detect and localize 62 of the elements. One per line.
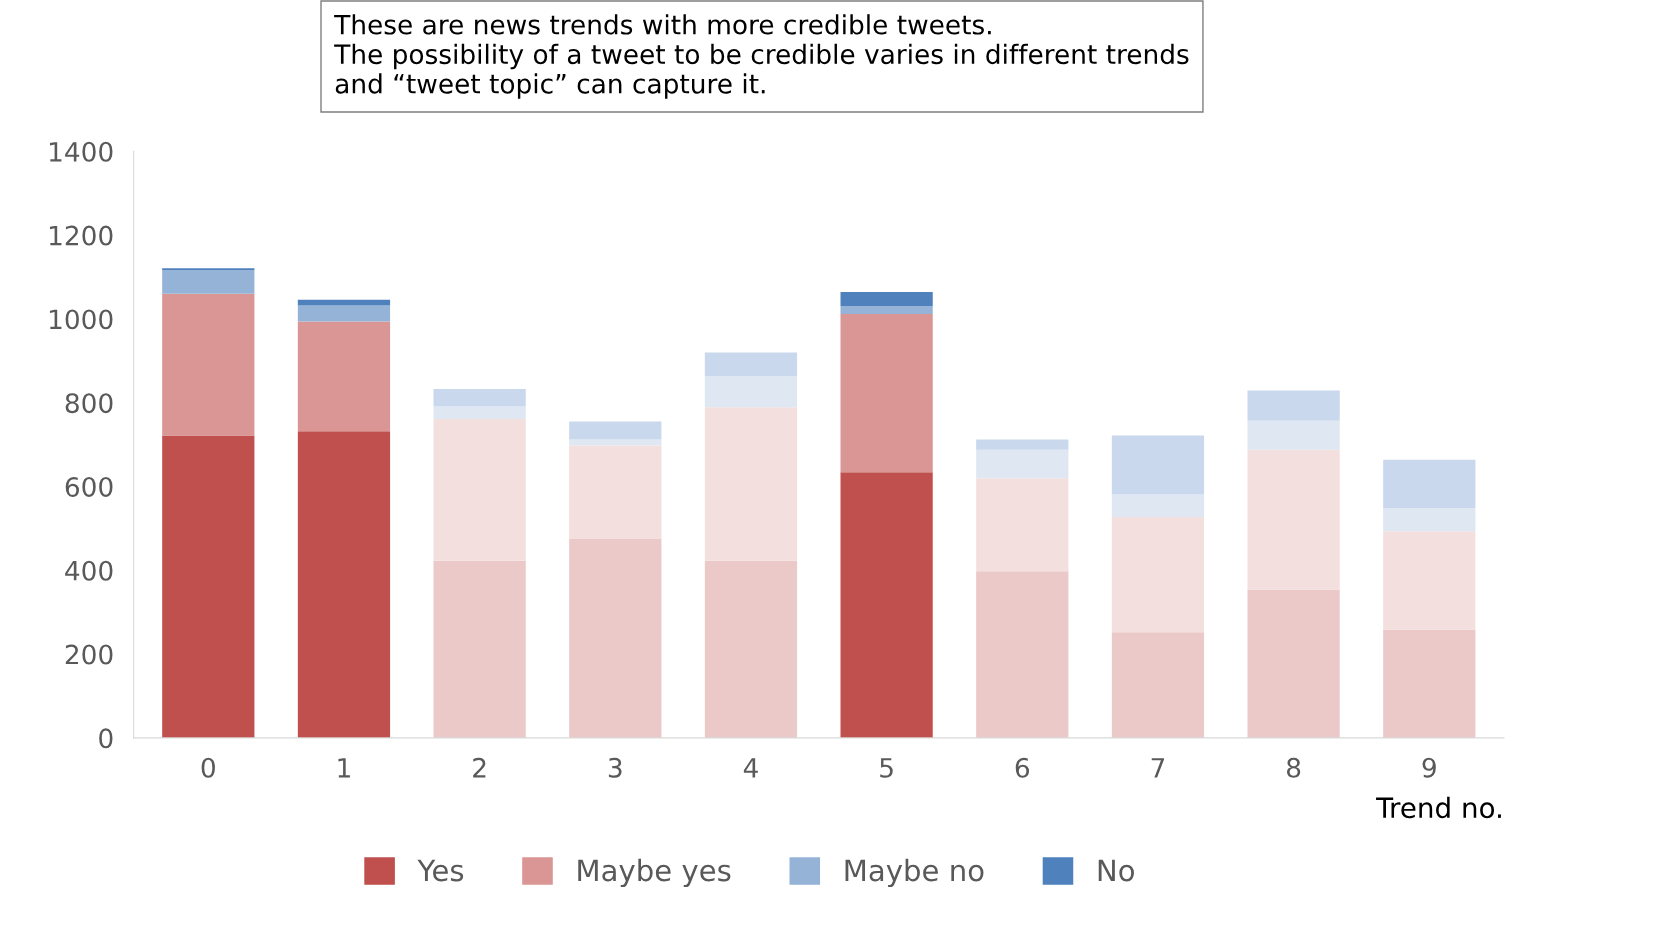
bar: [704, 407, 798, 561]
bar: [704, 376, 798, 408]
bar: [297, 431, 391, 738]
legend-label: Maybe yes: [578, 858, 731, 888]
bar: [433, 406, 526, 420]
y-tick-label: 1400: [49, 141, 113, 162]
bar: [976, 478, 1069, 572]
x-tick-label: 0: [201, 757, 215, 778]
bar: [1111, 435, 1205, 495]
bar: [1383, 459, 1476, 508]
y-tick-label: 800: [65, 393, 113, 414]
bar: [297, 299, 391, 306]
x-tick-label: 9: [1422, 757, 1436, 778]
text: These are news trends with more credible tweets. The possibility of a tweet to be credible varies in different trends and “tweet topic” can capture it.: [334, 14, 1189, 99]
bar: [840, 472, 933, 738]
bar: [162, 435, 255, 738]
y-tick-label: 200: [65, 644, 113, 665]
bar: [1247, 420, 1340, 450]
bar: [976, 449, 1069, 479]
y-tick-label: 0: [99, 728, 113, 749]
bar: [569, 445, 662, 539]
bar: [976, 571, 1069, 738]
bar: [704, 352, 798, 377]
x-tick-label: 5: [880, 758, 893, 778]
legend-label: No: [1098, 859, 1134, 882]
bar: [840, 306, 933, 314]
bar: [162, 269, 255, 294]
bar: [433, 388, 526, 407]
bar: [297, 305, 391, 322]
bar: [1383, 531, 1476, 630]
legend-label: Yes: [417, 859, 464, 882]
bar: [976, 439, 1069, 450]
bar: [569, 538, 662, 738]
bar: [840, 292, 933, 307]
x-tick-label: 6: [1015, 757, 1030, 778]
x-tick-label: 2: [473, 757, 486, 778]
bar: [1111, 632, 1205, 738]
y-tick-label: 1200: [49, 225, 113, 246]
bar: [1247, 449, 1340, 590]
bar: [1111, 494, 1205, 518]
x-axis-title: Trend no.: [1376, 796, 1501, 819]
legend-label: Maybe no: [845, 858, 984, 888]
bar: [840, 313, 933, 473]
bar: [569, 421, 662, 440]
x-tick-label: 3: [608, 757, 622, 778]
bar: [1383, 629, 1476, 738]
bar: [1247, 589, 1340, 738]
bar: [297, 321, 391, 432]
bar: [1383, 507, 1476, 532]
bar: [433, 560, 526, 738]
x-tick-label: 8: [1287, 757, 1301, 778]
bar: [1247, 390, 1340, 421]
y-tick-label: 600: [65, 476, 113, 497]
bar: [1111, 517, 1205, 633]
bar: [162, 293, 255, 436]
x-tick-label: 1: [338, 758, 350, 778]
y-tick-label: 400: [65, 560, 113, 581]
bar: [704, 560, 798, 738]
bar: [433, 419, 526, 561]
y-tick-label: 1000: [49, 309, 113, 330]
x-tick-label: 4: [743, 758, 758, 778]
x-tick-label: 7: [1151, 758, 1165, 778]
